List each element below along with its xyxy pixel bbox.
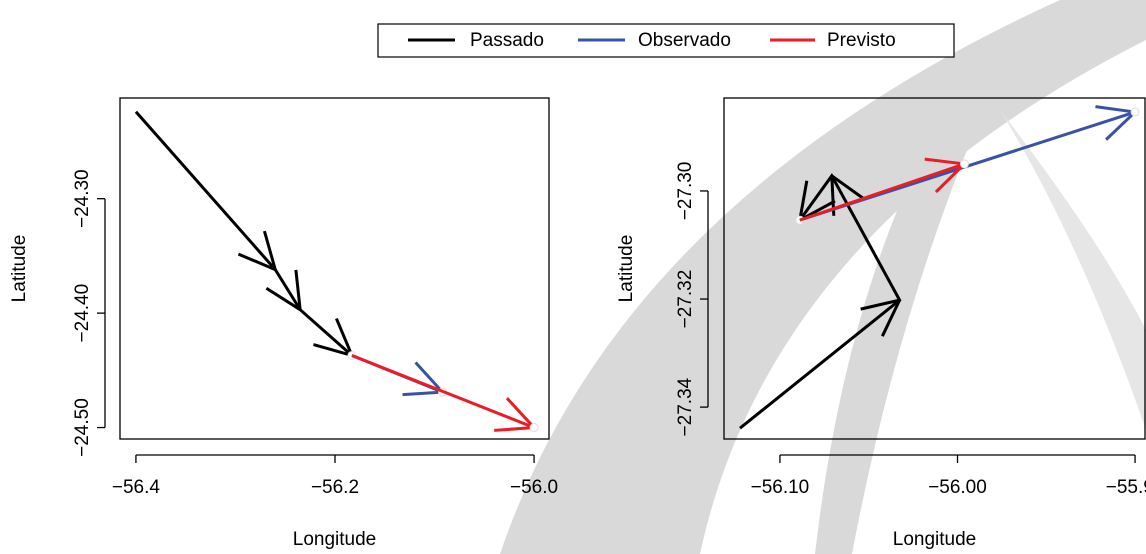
trajectory: [351, 354, 535, 429]
y-axis-label: Latitude: [616, 235, 637, 303]
point-marker: [959, 159, 969, 169]
point-marker: [1130, 107, 1140, 117]
arrow-head: [830, 174, 866, 201]
legend-box: [377, 23, 955, 58]
arrow-head: [335, 318, 354, 357]
arrow-head: [494, 426, 535, 432]
x-tick-label: −56.10: [751, 477, 810, 498]
legend: Passado Observado Previsto: [377, 23, 955, 58]
arrow-head: [265, 286, 301, 311]
legend-label: Passado: [470, 30, 544, 51]
y-tick-label: −27.34: [675, 377, 696, 436]
y-tick-label: −27.32: [675, 270, 696, 329]
arrow-head: [262, 230, 277, 271]
plot-box: [723, 97, 1146, 440]
y-tick-label: −27.30: [675, 162, 696, 221]
arrow-head: [402, 390, 443, 397]
arrow-head: [313, 343, 353, 357]
background-watermark: [500, 0, 1146, 554]
trajectory: [799, 162, 965, 222]
arrow-head: [505, 397, 536, 429]
arrow-head: [237, 252, 276, 272]
arrow-head: [860, 298, 900, 311]
plot-panel: −56.4 −56.2 −56.0 Longitude −24.30 −24.40 −24.…: [9, 97, 558, 550]
y-tick-label: −24.50: [72, 398, 93, 457]
arrow-head: [1095, 105, 1136, 114]
arrow-head: [924, 157, 965, 166]
arrow-head: [414, 361, 444, 394]
x-tick-label: −55.90: [1106, 477, 1146, 498]
plot-panel: −56.10 −56.00 −55.90 Longitude −27.30 −27.32 −…: [616, 97, 1146, 550]
y-tick-label: −24.30: [72, 169, 93, 228]
trajectory: [739, 173, 902, 430]
legend-label: Observado: [638, 30, 731, 51]
arrow-head: [1105, 110, 1137, 141]
x-tick-label: −56.00: [928, 477, 987, 498]
x-axis-label: Longitude: [893, 529, 976, 550]
arrow-head: [934, 162, 966, 194]
point-marker: [529, 423, 539, 433]
x-tick-label: −56.0: [510, 477, 558, 498]
y-axis-label: Latitude: [9, 235, 30, 303]
x-tick-label: −56.4: [112, 477, 161, 498]
plot-box: [119, 97, 550, 440]
watermark-shape: [500, 0, 1146, 554]
x-axis-label: Longitude: [293, 529, 376, 550]
watermark-shape: [1000, 110, 1146, 430]
arrow-head: [798, 180, 809, 221]
legend-label: Previsto: [827, 30, 896, 51]
x-tick-label: −56.2: [311, 477, 359, 498]
arrow-head: [881, 299, 901, 337]
y-tick-label: −24.40: [72, 284, 93, 343]
arrow-head: [294, 269, 302, 310]
trajectory: [134, 110, 353, 357]
